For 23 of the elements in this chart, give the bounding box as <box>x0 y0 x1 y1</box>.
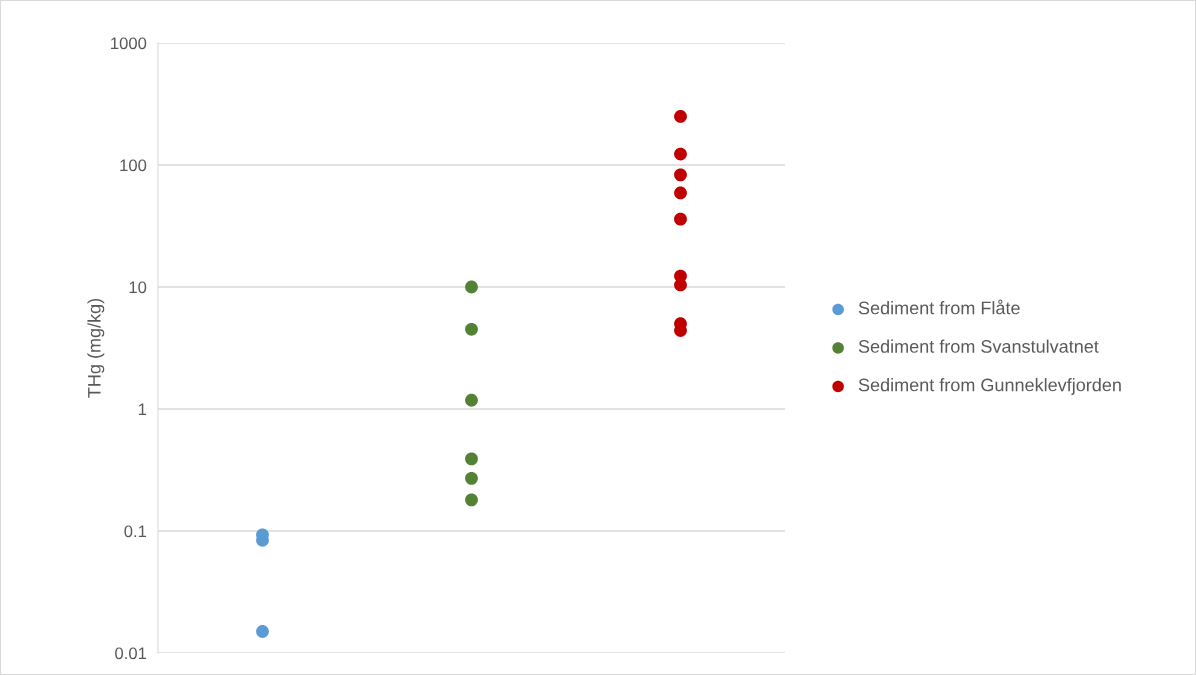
point <box>465 471 478 485</box>
y-tick-label: 10 <box>129 281 147 294</box>
y-tick-label: 1 <box>138 403 147 416</box>
point <box>465 280 478 294</box>
point <box>674 147 687 161</box>
y-tick-label: 0.01 <box>115 647 147 660</box>
point <box>674 110 687 123</box>
point <box>674 212 687 226</box>
point <box>465 452 478 466</box>
legend-label: Sediment from Flåte <box>858 299 1020 315</box>
point <box>256 625 269 638</box>
y-tick-label: 100 <box>120 159 147 172</box>
point <box>674 278 687 292</box>
point <box>674 168 687 182</box>
y-axis-title: THg (mg/kg) <box>87 298 105 398</box>
point <box>465 393 478 407</box>
point <box>674 186 687 200</box>
legend-label: Sediment from Gunneklevfjorden <box>858 378 1121 395</box>
y-tick-label: 0.1 <box>124 525 147 538</box>
point <box>465 493 478 507</box>
y-tick-label: 1000 <box>111 37 147 50</box>
legend-label: Sediment from Svanstulvatnet <box>858 339 1099 353</box>
point <box>465 322 478 336</box>
